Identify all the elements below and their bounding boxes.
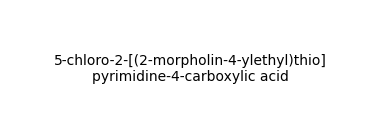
Text: 5-chloro-2-[(2-morpholin-4-ylethyl)thio]
pyrimidine-4-carboxylic acid: 5-chloro-2-[(2-morpholin-4-ylethyl)thio]…: [54, 54, 327, 84]
